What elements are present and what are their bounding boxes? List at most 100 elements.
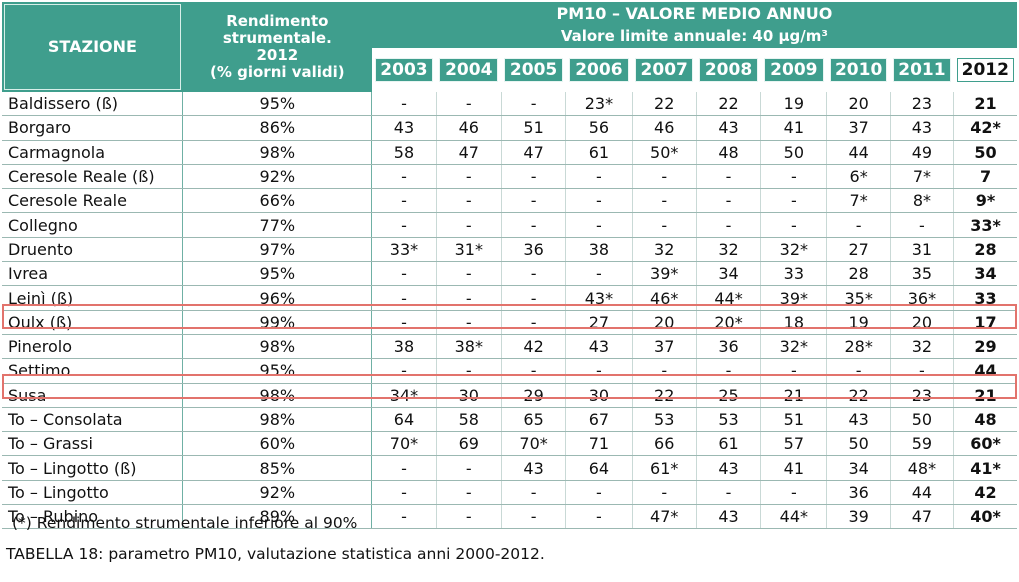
year-value: - bbox=[371, 188, 437, 214]
year-value: - bbox=[760, 480, 828, 506]
station-name: To – Lingotto (ß) bbox=[2, 455, 184, 481]
station-name: Pinerolo bbox=[2, 334, 184, 360]
year-value: - bbox=[436, 188, 502, 214]
station-name: Ceresole Reale (ß) bbox=[2, 164, 184, 190]
year-value: - bbox=[632, 164, 697, 190]
year-value: - bbox=[890, 358, 955, 384]
header-station: STAZIONE bbox=[2, 2, 183, 92]
year-value: 43 bbox=[696, 115, 762, 141]
year-value: - bbox=[371, 212, 437, 238]
header-station-label: STAZIONE bbox=[4, 4, 181, 90]
year-value: - bbox=[436, 455, 502, 481]
year-value: - bbox=[436, 261, 502, 287]
year-value: 61 bbox=[565, 140, 633, 165]
year-value: 7* bbox=[890, 164, 955, 190]
station-name: Leinì (ß) bbox=[2, 285, 184, 311]
year-value: - bbox=[696, 358, 762, 384]
table-row: Pinerolo 98% 38 38* 42 43 37 36 32* 28* 32 29 bbox=[2, 334, 1017, 360]
year-value: 32 bbox=[696, 237, 762, 263]
year-value: - bbox=[826, 358, 891, 384]
pm10-table: STAZIONE Rendimento strumentale. 2012 (%… bbox=[2, 2, 1017, 530]
year-value: 27 bbox=[565, 310, 633, 335]
year-value: 44 bbox=[953, 358, 1017, 384]
year-value: 46 bbox=[436, 115, 502, 141]
year-value: 43 bbox=[826, 407, 891, 433]
year-label: 2008 bbox=[699, 58, 758, 82]
year-header: 2003 bbox=[372, 48, 436, 92]
year-value: - bbox=[760, 164, 828, 190]
year-value: 48 bbox=[696, 140, 762, 165]
year-header: 2011 bbox=[890, 48, 953, 92]
year-value: 42* bbox=[953, 115, 1017, 141]
year-value: 42 bbox=[953, 480, 1017, 506]
year-value: 25 bbox=[696, 383, 762, 408]
year-value: - bbox=[501, 504, 567, 530]
year-value: 22 bbox=[632, 383, 697, 408]
year-value: 29 bbox=[501, 383, 567, 408]
efficiency-value: 95% bbox=[182, 358, 373, 384]
year-value: 33* bbox=[953, 212, 1017, 238]
year-value: - bbox=[696, 480, 762, 506]
year-value: 48 bbox=[953, 407, 1017, 433]
table-row: Collegno 77% - - - - - - - - -33* bbox=[2, 212, 1017, 238]
year-value: - bbox=[371, 504, 437, 530]
efficiency-value: 66% bbox=[182, 188, 373, 214]
year-value: 36 bbox=[501, 237, 567, 263]
table-row: Ceresole Reale 66% - - - - - - -7* 8* 9* bbox=[2, 188, 1017, 214]
year-value: 22 bbox=[826, 383, 891, 408]
year-value: 43 bbox=[696, 455, 762, 481]
year-value: 48* bbox=[890, 455, 955, 481]
year-value: 53 bbox=[696, 407, 762, 433]
year-value: 37 bbox=[826, 115, 891, 141]
year-value: 51 bbox=[760, 407, 828, 433]
year-header: 2006 bbox=[566, 48, 632, 92]
year-value: 7 bbox=[953, 164, 1017, 190]
year-value: 34 bbox=[696, 261, 762, 287]
year-value: 70* bbox=[501, 431, 567, 457]
year-value: - bbox=[436, 212, 502, 238]
year-value: 44 bbox=[890, 480, 955, 506]
year-value: 20 bbox=[826, 92, 891, 117]
year-value: 46* bbox=[632, 285, 697, 311]
year-value: 21 bbox=[760, 383, 828, 408]
table-row: To – Consolata 98% 64 58 65 67 53 53 51 43 50 48 bbox=[2, 407, 1017, 433]
table-row: Ivrea 95% - - - -39* 34 33 28 35 34 bbox=[2, 261, 1017, 287]
year-value: 43 bbox=[890, 115, 955, 141]
year-header: 2005 bbox=[501, 48, 565, 92]
table-row: Settimo 95% - - - - - - - - -44 bbox=[2, 358, 1017, 384]
year-value: 44 bbox=[826, 140, 891, 165]
efficiency-value: 98% bbox=[182, 140, 373, 165]
year-value: 18 bbox=[760, 310, 828, 335]
year-value: - bbox=[501, 310, 567, 335]
year-value: - bbox=[760, 188, 828, 214]
year-value: - bbox=[565, 358, 633, 384]
year-value: - bbox=[632, 212, 697, 238]
year-value: 47 bbox=[890, 504, 955, 530]
table-row: Susa 98% 34* 30 29 30 22 25 21 22 23 21 bbox=[2, 383, 1017, 408]
year-value: 36 bbox=[826, 480, 891, 506]
efficiency-value: 92% bbox=[182, 164, 373, 190]
year-value: - bbox=[436, 480, 502, 506]
year-value: - bbox=[565, 212, 633, 238]
efficiency-value: 99% bbox=[182, 310, 373, 335]
year-value: 61* bbox=[632, 455, 697, 481]
efficiency-value: 95% bbox=[182, 261, 373, 287]
table-row: Borgaro 86% 43 46 51 56 46 43 41 37 43 42* bbox=[2, 115, 1017, 141]
year-value: 43 bbox=[696, 504, 762, 530]
footnote: (*) Rendimento strumentale inferiore al … bbox=[12, 514, 358, 532]
efficiency-value: 77% bbox=[182, 212, 373, 238]
year-label: 2005 bbox=[504, 58, 563, 82]
year-value: 34 bbox=[953, 261, 1017, 287]
year-value: 36* bbox=[890, 285, 955, 311]
year-value: 61 bbox=[696, 431, 762, 457]
year-value: - bbox=[632, 358, 697, 384]
year-value: - bbox=[371, 480, 437, 506]
table-row: To – Grassi 60% 70* 69 70* 71 66 61 57 50 59 60* bbox=[2, 431, 1017, 457]
year-value: - bbox=[632, 480, 697, 506]
efficiency-value: 86% bbox=[182, 115, 373, 141]
header-title: PM10 – VALORE MEDIO ANNUO bbox=[371, 2, 1017, 26]
efficiency-value: 98% bbox=[182, 334, 373, 360]
year-value: 20* bbox=[696, 310, 762, 335]
year-value: - bbox=[371, 358, 437, 384]
station-name: To – Rubino bbox=[2, 504, 184, 530]
